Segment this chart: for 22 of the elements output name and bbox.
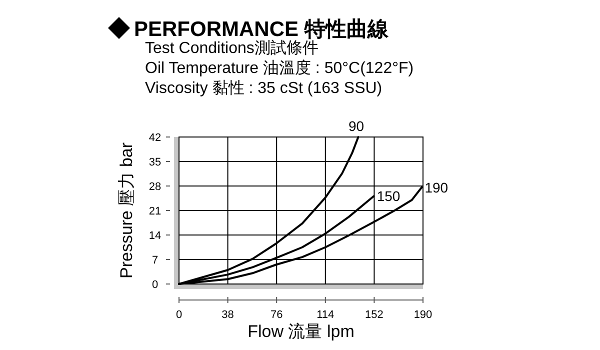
- x-tick-label: 76: [270, 309, 283, 321]
- y-tick-label: 35: [148, 156, 162, 168]
- x-tick-label: 152: [365, 309, 384, 321]
- y-axis-title: Pressure 壓力 bar: [117, 142, 136, 279]
- y-tick-label: 0: [152, 279, 158, 291]
- series-label: 90: [348, 118, 364, 134]
- y-tick-label: 14: [148, 230, 162, 242]
- x-tick-label: 0: [176, 309, 182, 321]
- x-tick-label: 114: [316, 309, 334, 321]
- y-tick-label: 42: [148, 132, 162, 144]
- series-label: 190: [424, 179, 448, 196]
- chart-title: PERFORMANCE 特性曲線: [134, 18, 390, 41]
- y-tick-label: 28: [148, 181, 162, 193]
- x-tick-label: 38: [222, 309, 234, 321]
- text: Viscosity 黏性 : 35 cSt (163 SSU): [145, 79, 382, 97]
- x-axis-title: Flow 流量 lpm: [248, 322, 354, 341]
- series-label: 150: [376, 188, 400, 204]
- text: Oil Temperature 油溫度 : 50°C(122°F): [145, 59, 414, 77]
- y-tick-label: 21: [148, 206, 162, 218]
- y-tick-label: 7: [152, 254, 158, 266]
- x-tick-label: 190: [414, 309, 432, 321]
- text: Test Conditions測試條件: [145, 39, 318, 57]
